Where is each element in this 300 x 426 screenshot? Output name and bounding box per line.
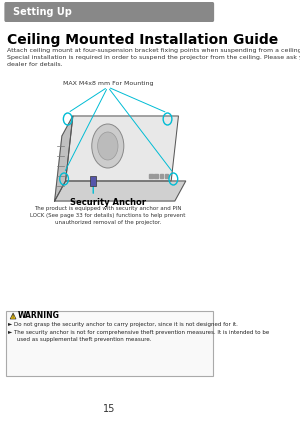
Circle shape xyxy=(98,132,118,160)
Text: MAX M4x8 mm For Mounting: MAX M4x8 mm For Mounting xyxy=(62,81,153,86)
Text: !: ! xyxy=(12,314,14,319)
Polygon shape xyxy=(10,313,16,319)
Bar xyxy=(149,174,153,178)
Polygon shape xyxy=(66,116,178,181)
Text: ► Do not grasp the security anchor to carry projector, since it is not designed : ► Do not grasp the security anchor to ca… xyxy=(8,322,238,327)
Text: 15: 15 xyxy=(103,404,116,414)
Polygon shape xyxy=(55,181,186,201)
Circle shape xyxy=(92,124,124,168)
Text: Attach ceiling mount at four-suspension bracket fixing points when suspending fr: Attach ceiling mount at four-suspension … xyxy=(7,48,300,67)
Bar xyxy=(165,174,168,178)
Text: Security Anchor: Security Anchor xyxy=(70,198,146,207)
Bar xyxy=(90,176,96,186)
Text: WARNING: WARNING xyxy=(17,311,59,320)
FancyBboxPatch shape xyxy=(4,2,214,22)
Text: Setting Up: Setting Up xyxy=(13,7,72,17)
Polygon shape xyxy=(55,116,73,201)
Text: ► The security anchor is not for comprehensive theft prevention measures. It is : ► The security anchor is not for compreh… xyxy=(8,330,269,342)
Bar xyxy=(154,174,158,178)
Text: Ceiling Mounted Installation Guide: Ceiling Mounted Installation Guide xyxy=(7,33,278,47)
Text: The product is equipped with security anchor and PIN
LOCK (See page 33 for detai: The product is equipped with security an… xyxy=(30,206,185,225)
FancyBboxPatch shape xyxy=(6,311,213,376)
Bar xyxy=(160,174,163,178)
